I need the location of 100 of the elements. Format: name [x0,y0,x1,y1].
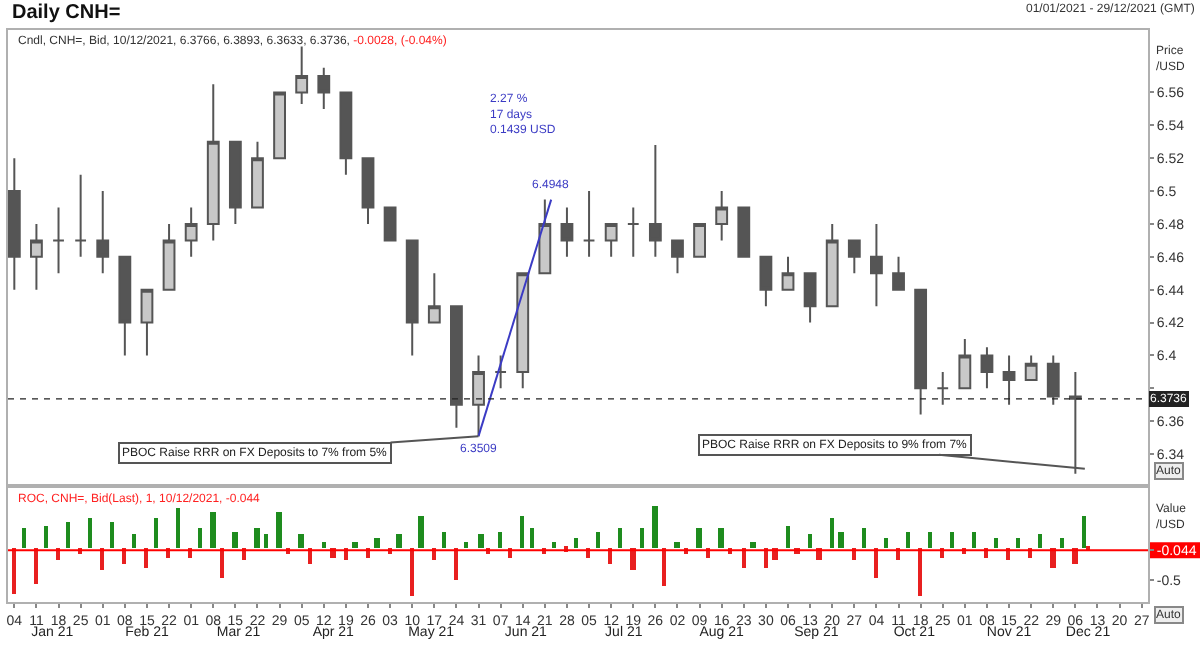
candlestick [538,198,552,275]
bar [950,531,954,548]
candlestick [781,255,795,291]
chart-title: Daily CNH= [12,2,121,24]
bar [442,531,446,548]
candlestick [737,206,751,258]
candlestick [494,354,508,390]
bar [618,527,622,548]
candlestick [118,255,132,357]
candlestick [251,140,264,209]
candlestick [892,255,905,291]
candlestick [30,222,43,291]
bar [34,547,38,584]
bar [12,547,16,594]
bar [830,517,834,548]
bar [718,527,724,548]
candlestick [74,173,88,258]
bar [1038,533,1042,548]
bar [918,547,922,596]
bar [418,515,424,548]
bar [410,547,414,596]
bar [884,537,888,548]
bar [750,541,756,548]
bar [574,537,578,548]
candlestick [582,190,596,258]
candlestick [1024,354,1038,382]
bar [44,525,48,548]
candlestick [693,222,706,258]
candlestick [383,206,397,242]
candlestick [825,222,839,308]
bar [276,511,282,548]
bar [630,547,636,570]
bar [1016,537,1020,548]
bar [144,547,148,568]
bar [478,533,484,548]
bar [696,527,702,548]
bar [22,527,26,548]
candlestick [273,91,286,160]
candlestick [162,222,176,291]
candlestick [936,370,950,406]
bar [928,531,932,548]
bar [322,541,326,548]
bar [530,527,534,548]
bar [640,527,644,548]
candlestick [52,206,65,275]
bar [1050,547,1056,568]
candlestick [516,272,530,390]
bar [972,531,976,548]
bar [786,525,790,548]
bar [596,531,600,548]
candlestick [1046,354,1060,406]
bar [198,527,202,548]
candlestick [560,206,574,258]
candlestick [1002,354,1016,406]
bar [110,521,114,548]
bar [906,531,910,548]
bar [232,531,238,548]
candlestick [870,222,883,308]
bar [352,541,358,548]
candlestick [671,239,684,275]
candlestick [206,83,220,242]
bar [808,533,812,548]
bar [210,511,216,548]
bar [764,547,768,568]
bar [1060,537,1064,548]
candlestick [648,144,662,258]
candlestick [715,190,729,242]
bar [264,533,268,548]
bar [374,537,380,548]
candlestick [184,206,198,258]
candlestick [759,255,773,308]
bar [454,547,458,580]
candlestick [958,338,972,390]
candlestick [604,222,618,258]
candlestick [450,305,463,429]
bar [154,517,158,548]
candlestick [980,346,994,390]
candlestick [914,288,928,416]
bar [552,541,556,548]
bar [874,547,878,578]
candlestick [339,91,353,176]
bar [298,533,304,548]
bar [862,527,866,548]
candlestick [361,157,375,225]
bar [662,547,666,586]
bar [652,505,658,548]
bar [176,507,180,548]
candlestick [140,288,154,357]
bar [994,537,998,548]
candlestick [295,45,309,105]
candlestick [405,239,419,357]
bar [742,547,746,568]
candlestick [626,206,640,258]
bar [220,547,224,578]
candlestick [228,140,242,225]
bar [254,527,260,548]
bar [838,531,844,548]
candlestick [96,190,110,275]
bar [100,547,104,570]
bar [396,533,402,548]
